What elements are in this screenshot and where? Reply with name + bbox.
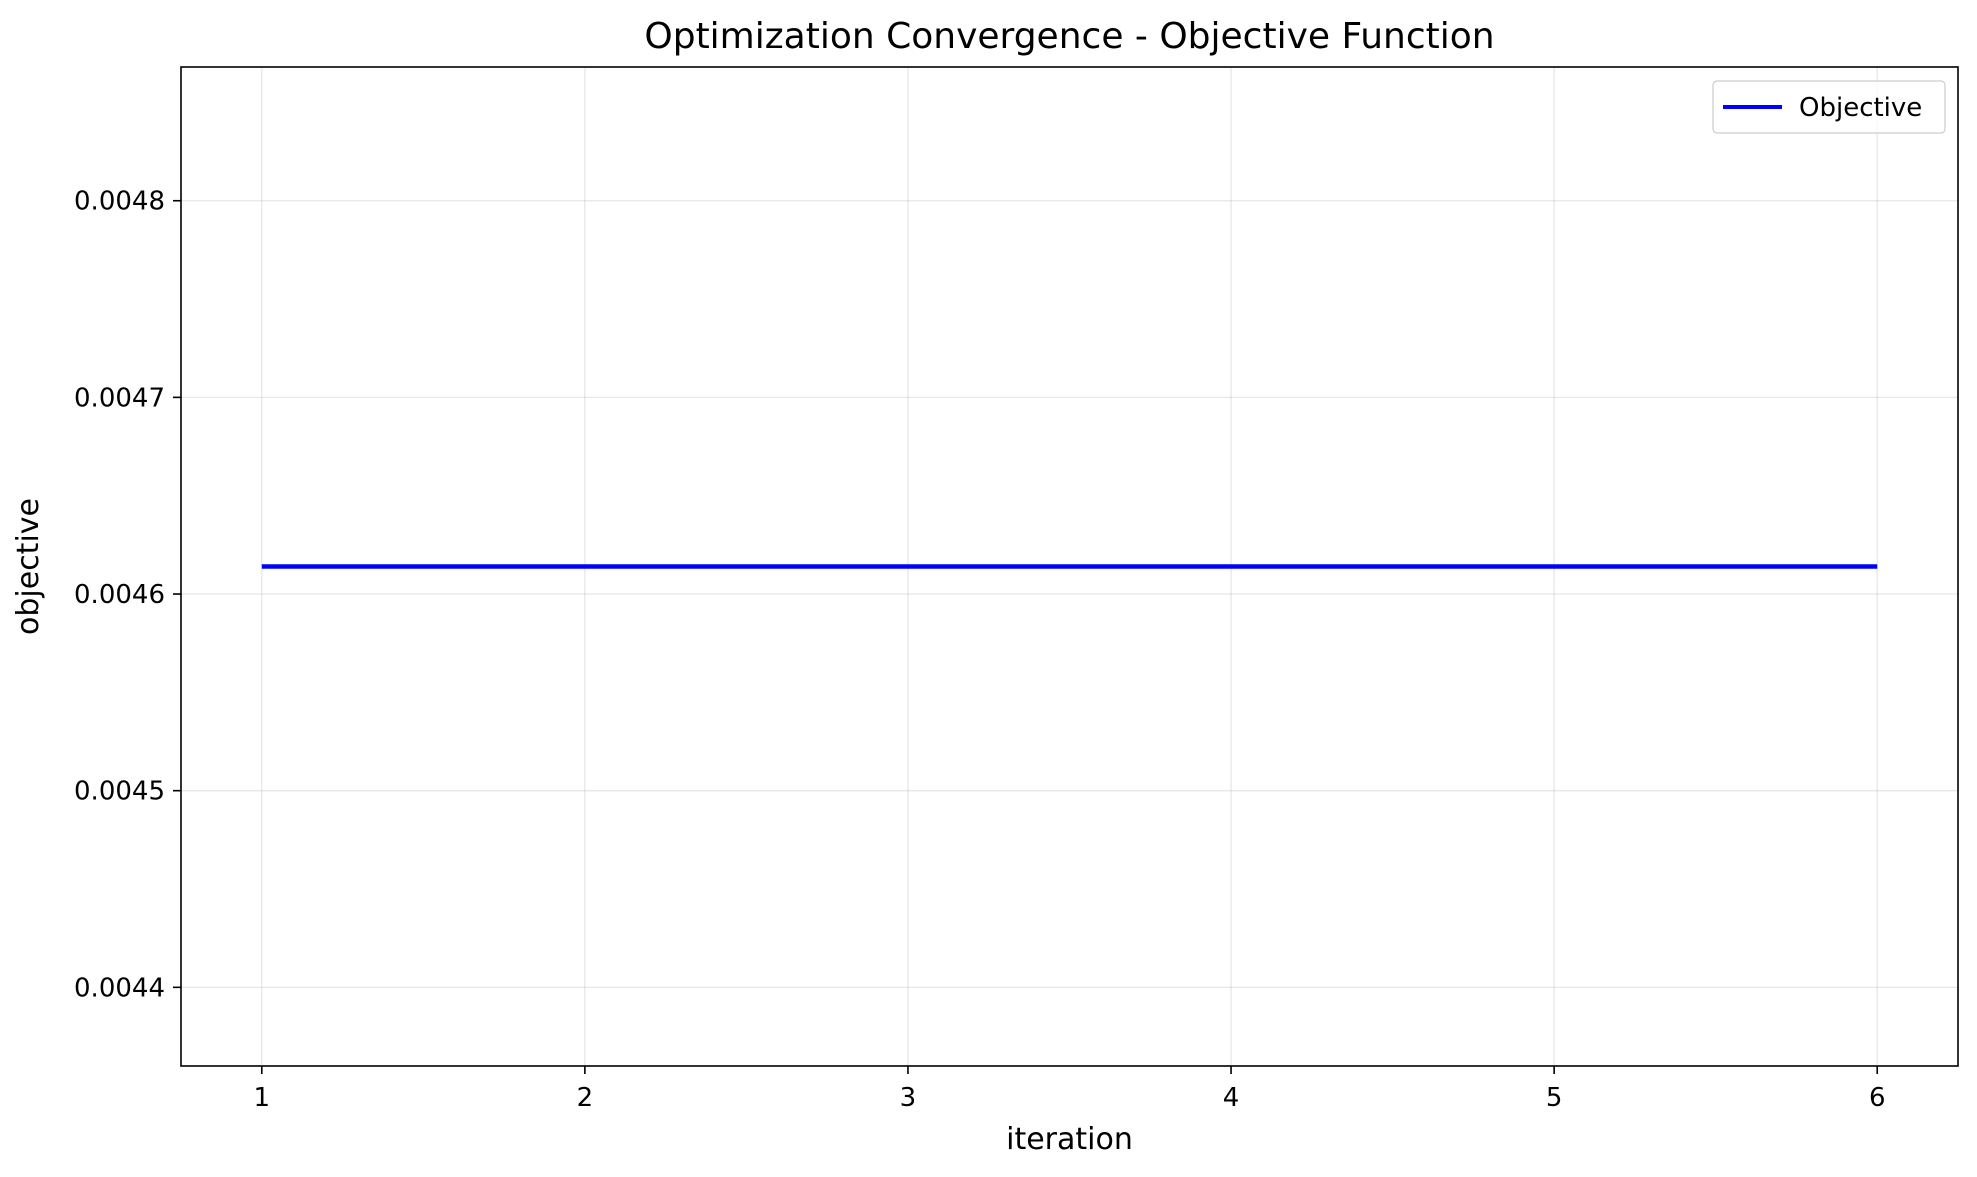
x-tick-label: 5 (1546, 1083, 1563, 1113)
y-axis-label: objective (11, 498, 46, 635)
legend: Objective (1712, 80, 1946, 134)
legend-label-objective: Objective (1799, 93, 1922, 123)
y-tick-label: 0.0047 (74, 383, 165, 413)
x-tick-label: 1 (253, 1083, 270, 1113)
chart-title: Optimization Convergence - Objective Fun… (644, 16, 1494, 57)
plot-frame (180, 66, 1959, 1067)
x-tick-label: 4 (1223, 1083, 1240, 1113)
y-tick-label: 0.0044 (74, 973, 165, 1003)
y-tick-label: 0.0048 (74, 187, 165, 217)
y-axis-ticks: 0.0044 0.0045 0.0046 0.0047 0.0048 (74, 187, 181, 1003)
x-axis-ticks: 1 2 3 4 5 6 (253, 1066, 1886, 1113)
x-axis-label: iteration (1006, 1122, 1133, 1157)
y-tick-label: 0.0045 (74, 777, 165, 807)
x-tick-label: 3 (900, 1083, 917, 1113)
x-tick-label: 6 (1869, 1083, 1886, 1113)
y-tick-label: 0.0046 (74, 580, 165, 610)
x-tick-label: 2 (577, 1083, 594, 1113)
legend-box (1712, 80, 1946, 134)
